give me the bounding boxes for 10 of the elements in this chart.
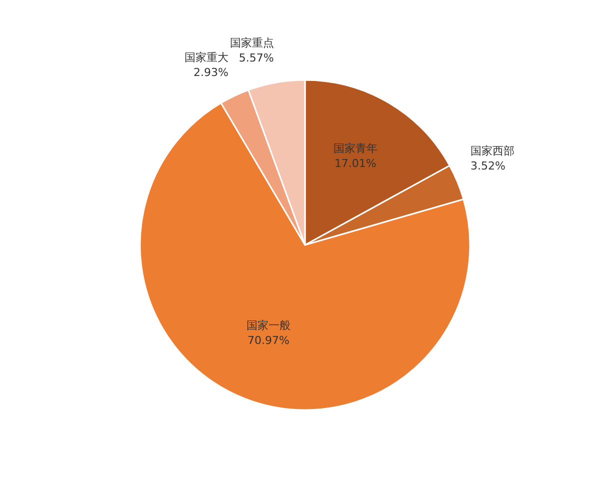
data-label: 70.97% — [247, 334, 290, 348]
data-label: 17.01% — [334, 156, 376, 170]
data-label: 5.57% — [238, 52, 274, 65]
slice-label: 国家一般 — [246, 319, 290, 332]
data-label: 2.93% — [193, 66, 228, 80]
slice-label: 国家青年 — [333, 142, 378, 155]
slice-label: 国家重大 — [184, 51, 228, 64]
data-label: 3.52% — [470, 160, 506, 173]
slice-label: 国家西部 — [470, 144, 514, 158]
slice-label: 国家重点 — [230, 36, 274, 50]
